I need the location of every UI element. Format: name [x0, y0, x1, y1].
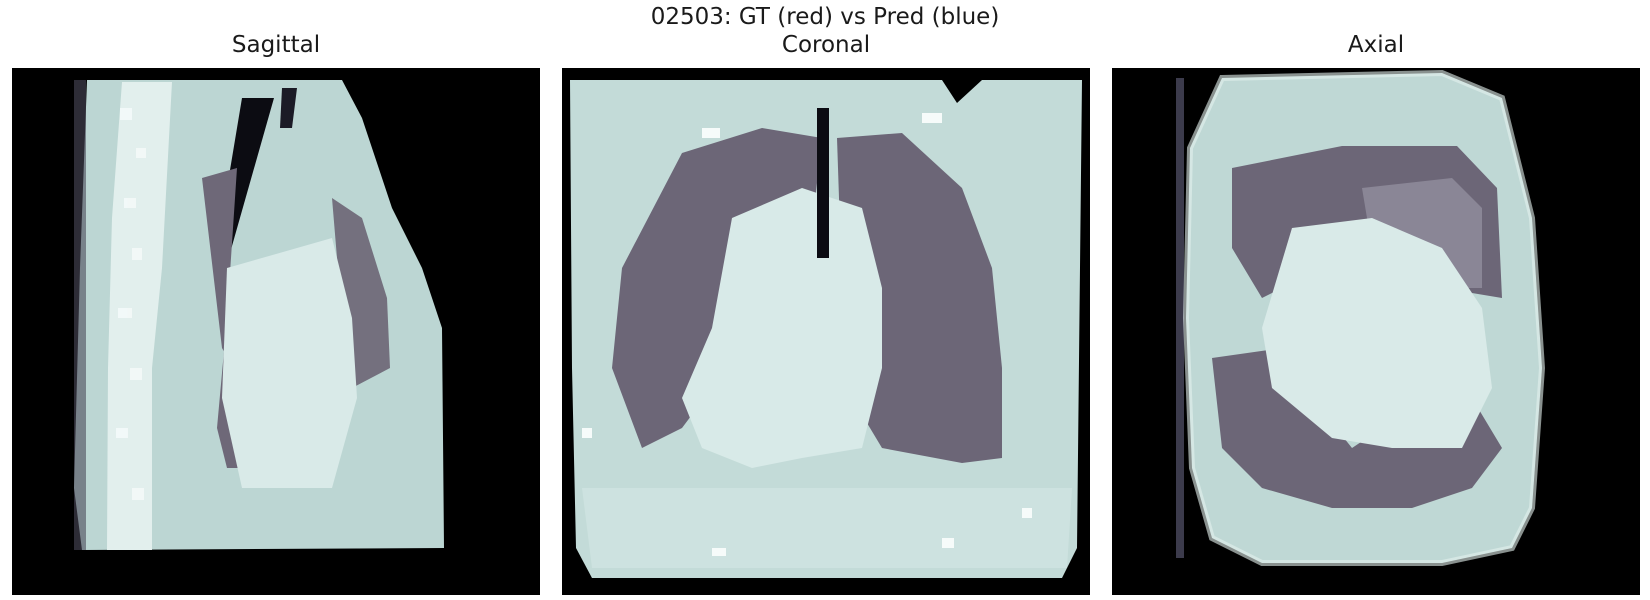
- axial-heart: [1262, 218, 1492, 448]
- sagittal-image: [12, 68, 540, 595]
- axial-title: Axial: [1347, 32, 1405, 58]
- coronal-heart: [682, 188, 882, 468]
- figure-title: 02503: GT (red) vs Pred (blue): [650, 4, 1000, 30]
- axial-image: [1112, 68, 1640, 595]
- coronal-title: Coronal: [781, 32, 871, 58]
- sagittal-heart: [222, 238, 357, 488]
- sagittal-lung-posterior: [202, 168, 267, 468]
- sagittal-title: Sagittal: [231, 32, 321, 58]
- coronal-image: [562, 68, 1090, 595]
